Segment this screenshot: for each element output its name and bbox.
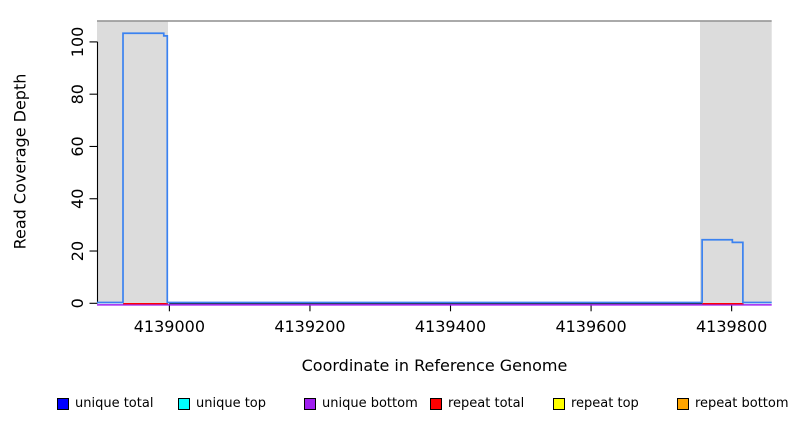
- legend-item-unique-total: unique total: [57, 396, 153, 411]
- x-tick-label: 4139600: [555, 317, 626, 336]
- legend-label: repeat top: [571, 396, 639, 411]
- legend-item-repeat-total: repeat total: [430, 396, 524, 411]
- x-axis-title: Coordinate in Reference Genome: [301, 356, 568, 375]
- x-tick-label: 4139400: [415, 317, 486, 336]
- y-tick-label: 60: [68, 136, 87, 156]
- legend-label: unique total: [75, 396, 154, 411]
- y-tick-label: 80: [68, 84, 87, 104]
- legend-item-unique-top: unique top: [178, 396, 266, 411]
- legend-item-repeat-top: repeat top: [553, 396, 639, 411]
- legend-item-unique-bottom: unique bottom: [304, 396, 418, 411]
- legend-swatch-unique-total: [57, 397, 69, 410]
- legend-swatch-repeat-bottom: [677, 397, 689, 410]
- y-tick-label: 40: [68, 189, 87, 209]
- legend-swatch-repeat-total: [430, 397, 442, 410]
- legend-label: unique bottom: [322, 396, 418, 411]
- legend-label: unique top: [196, 396, 267, 411]
- highlight-region: [97, 21, 168, 304]
- legend-swatch-repeat-top: [553, 397, 565, 410]
- y-axis-title: Read Coverage Depth: [10, 73, 30, 250]
- x-tick-label: 4139200: [274, 317, 345, 336]
- x-tick-label: 4139000: [134, 317, 205, 336]
- y-tick-label: 0: [68, 298, 87, 308]
- legend-item-repeat-bottom: repeat bottom: [677, 396, 789, 411]
- highlight-region: [700, 21, 772, 304]
- legend: unique total unique top unique bottom re…: [0, 394, 792, 420]
- x-tick-label: 4139800: [696, 317, 767, 336]
- legend-label: repeat bottom: [695, 396, 789, 411]
- series-unique-total: [97, 32, 772, 304]
- plot-area: 0 20 40 60 80 100 4139000 4139200 4139400 4139600…: [68, 20, 772, 336]
- legend-label: repeat total: [448, 396, 525, 411]
- legend-swatch-unique-bottom: [304, 397, 316, 410]
- legend-swatch-unique-top: [178, 397, 190, 410]
- y-tick-label: 100: [68, 27, 87, 58]
- y-tick-label: 20: [68, 241, 87, 261]
